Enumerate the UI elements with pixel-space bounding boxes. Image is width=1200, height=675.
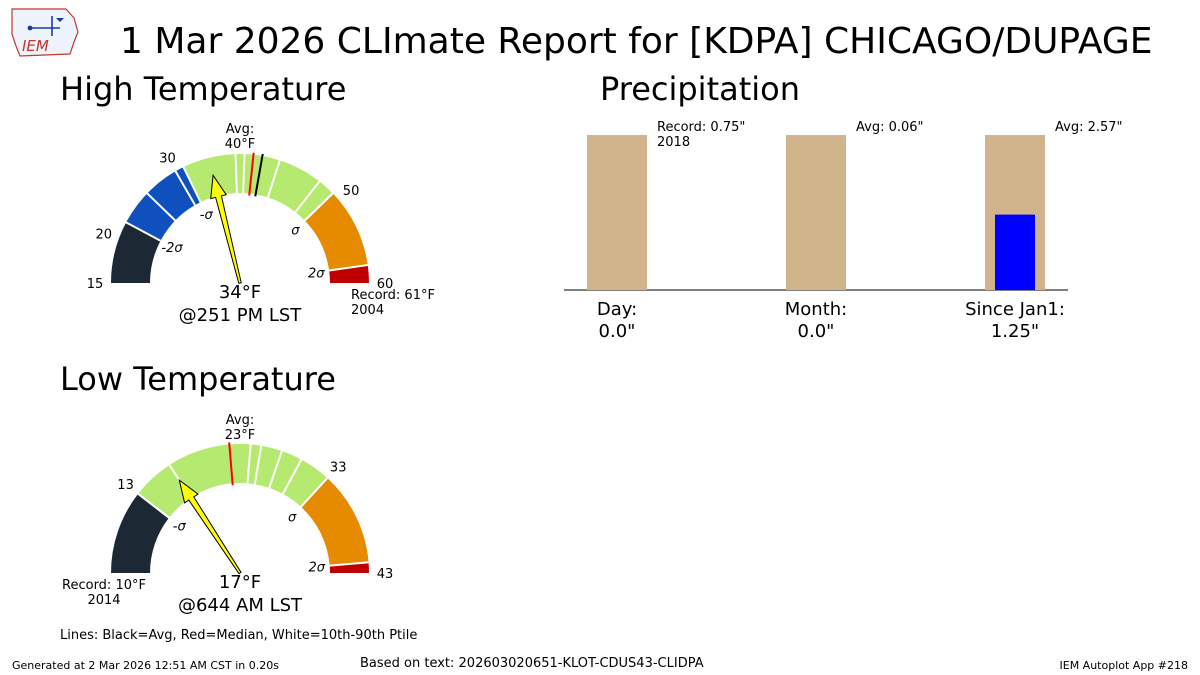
percentile-line: [174, 169, 196, 206]
sigma-label: -σ: [200, 208, 214, 223]
below-1sigma-band: [111, 493, 169, 573]
record-label: Record: 61°F 2004: [351, 288, 435, 318]
below-1sigma-band: [126, 167, 201, 241]
precip-reference-label: Avg: 0.06": [856, 120, 924, 135]
precip-reference-label: Record: 0.75" 2018: [657, 120, 745, 150]
percentile-line: [242, 153, 246, 194]
low-temperature-title: Low Temperature: [60, 360, 336, 398]
gauge-tick-label: 60: [377, 277, 394, 292]
iem-logo: IEM: [8, 6, 82, 60]
precip-category-label: Day:: [597, 299, 637, 320]
source-text-note: Based on text: 202603020651-KLOT-CDUS43-…: [360, 656, 704, 671]
below-2sigma-band: [111, 222, 161, 283]
generated-timestamp: Generated at 2 Mar 2026 12:51 AM CST in …: [12, 659, 279, 672]
sigma-label: σ: [291, 224, 300, 239]
sigma-label: 2σ: [308, 561, 325, 576]
sigma-boundary-line: [182, 165, 202, 203]
precip-reference-label: Avg: 2.57": [1055, 120, 1123, 135]
high-temperature-title: High Temperature: [60, 70, 347, 108]
gauge-tick-label: 43: [377, 567, 394, 582]
percentile-line: [281, 458, 303, 495]
lines-legend-note: Lines: Black=Avg, Red=Median, White=10th…: [60, 628, 418, 643]
percentile-line: [268, 449, 284, 489]
average-line: [254, 153, 264, 197]
gauge-tick-label: 30: [159, 151, 176, 166]
gauge-tick-label: 33: [330, 460, 347, 475]
precip-category-label: Since Jan1:: [965, 299, 1065, 320]
percentile-line: [253, 444, 263, 485]
sigma-boundary-line: [328, 263, 369, 272]
observed-needle: [210, 173, 242, 284]
precip-reference-bar: [587, 135, 647, 290]
sigma-boundary-line: [304, 191, 335, 222]
observed-time-label: @251 PM LST: [179, 305, 303, 326]
observed-value-label: 34°F: [219, 282, 261, 303]
page-title: 1 Mar 2026 CLImate Report for [KDPA] CHI…: [120, 21, 1153, 62]
sigma-label: σ: [288, 510, 297, 525]
low-temperature-gauge: 13 33 43 -σ σ 2σ Avg: 23°F 17°F@644 AM LST Record…: [62, 413, 394, 616]
gauge-tick-label: 50: [343, 184, 360, 199]
precip-observed-bar: [995, 214, 1035, 290]
app-id-label: IEM Autoplot App #218: [1059, 659, 1189, 672]
average-label: Avg: 23°F: [225, 413, 256, 443]
precip-observed-label: 1.25": [991, 321, 1039, 342]
percentile-line: [294, 179, 321, 213]
sigma-boundary-line: [300, 476, 329, 508]
observed-value-label: 17°F: [219, 572, 261, 593]
median-line: [228, 442, 234, 486]
sigma-boundary-line: [124, 221, 162, 242]
average-label: Avg: 40°F: [225, 122, 256, 152]
percentile-line: [266, 159, 282, 198]
precipitation-title: Precipitation: [600, 70, 801, 108]
sigma-label: 2σ: [308, 266, 325, 281]
above-1sigma-band: [304, 193, 368, 271]
gauge-tick-label: 13: [117, 478, 134, 493]
sigma-label: -σ: [173, 520, 187, 535]
percentile-line: [234, 153, 238, 194]
gauge-tick-label: 20: [95, 227, 112, 242]
median-line: [248, 152, 255, 196]
sigma-boundary-line: [136, 492, 170, 519]
observed-time-label: @644 AM LST: [178, 595, 303, 616]
percentile-line: [246, 443, 252, 484]
precip-category-label: Month:: [785, 299, 847, 320]
logo-wordmark: IEM: [22, 37, 49, 55]
normal-range-band: [183, 154, 333, 221]
sigma-label: -2σ: [161, 241, 183, 256]
observed-needle: [178, 478, 242, 575]
gauge-tick-label: 15: [87, 277, 104, 292]
precip-reference-bar: [786, 135, 846, 290]
sigma-boundary-line: [329, 561, 370, 567]
record-label: Record: 10°F 2014: [62, 578, 146, 608]
precip-observed-label: 0.0": [599, 321, 636, 342]
precip-observed-label: 0.0": [798, 321, 835, 342]
above-1sigma-band: [300, 478, 369, 566]
high-temperature-gauge: 15 20 30 50 60 -2σ -σ σ 2σ Avg: 40°F 34°F@251 PM LS…: [87, 122, 435, 326]
percentile-line: [145, 191, 176, 222]
